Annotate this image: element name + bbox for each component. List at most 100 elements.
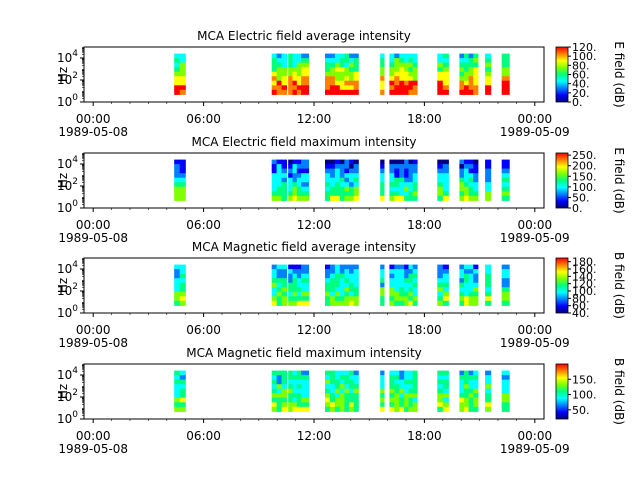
spectrogram-cell [459, 177, 465, 183]
spectrogram-cell [468, 182, 474, 188]
spectrogram-cell [334, 388, 341, 394]
spectrogram-cell [464, 406, 470, 412]
spectrogram-cell [399, 296, 405, 302]
colorbar: 50. 100. 150. B field (dB) [555, 358, 626, 425]
spectrogram-cell [485, 177, 492, 183]
spectrogram-cell [399, 264, 405, 270]
y-tick-label: 100 [57, 410, 78, 426]
spectrogram-cell [501, 195, 510, 201]
spectrogram-cell [442, 264, 449, 270]
spectrogram-cell [468, 173, 474, 179]
spectrogram-cell [464, 186, 470, 192]
spectrogram-cell [485, 186, 492, 192]
spectrogram-cell [389, 164, 395, 170]
spectrogram-cell [344, 406, 350, 412]
spectrogram-cell [437, 384, 444, 390]
spectrogram-cell [442, 370, 449, 376]
colorbar-label: E field (dB) [612, 41, 626, 107]
colorbar-gradient [555, 257, 569, 314]
colorbar: 0.50.100.150.200.250. E field (dB) [555, 147, 626, 215]
spectrogram-cell [334, 393, 341, 399]
spectrogram-cell [334, 370, 341, 376]
spectrogram-cell [344, 159, 350, 165]
spectrogram-cell [437, 397, 444, 403]
spectrogram-cell [353, 89, 359, 95]
colorbar-tick-label: 150. [572, 373, 597, 386]
spectrogram-cell [179, 67, 186, 73]
spectrogram-cell [288, 287, 294, 293]
spectrogram-cell [349, 71, 355, 77]
panel-2: MCA Electric field maximum intensity1001… [56, 135, 626, 245]
x-tick-label: 12:00 [297, 112, 332, 126]
spectrogram-cell [301, 53, 310, 59]
y-tick-label: 102 [57, 388, 78, 404]
spectrogram-cell [408, 182, 414, 188]
spectrogram-cell [271, 71, 278, 77]
spectrogram-cell [296, 375, 302, 381]
spectrogram-cell [412, 269, 418, 275]
spectrogram-cell [473, 53, 479, 59]
colorbar-gradient [555, 363, 569, 420]
spectrogram-cell [353, 402, 359, 408]
spectrogram-cell [353, 278, 359, 284]
spectrogram-cell [288, 379, 294, 385]
spectrogram-cell [271, 370, 278, 376]
spectrogram-cell [271, 89, 278, 95]
spectrogram-cell [329, 159, 336, 165]
spectrogram-cell [271, 67, 278, 73]
spectrogram-cell [473, 76, 479, 82]
spectrogram-cell [344, 89, 350, 95]
x-tick-label: 06:00 [186, 429, 221, 443]
spectrogram-cell [353, 393, 359, 399]
spectrogram-cell [437, 80, 444, 86]
spectrogram-cell [468, 388, 474, 394]
spectrogram-cell [281, 177, 287, 183]
spectrogram-cell [281, 406, 287, 412]
spectrogram-cell [459, 80, 465, 86]
spectrogram-cell [271, 300, 278, 306]
spectrogram-cell [334, 291, 341, 297]
spectrogram-cell [271, 402, 278, 408]
spectrogram-cell [339, 379, 345, 385]
spectrogram-cell [334, 269, 341, 275]
spectrogram-cell [468, 195, 474, 201]
spectrogram [174, 264, 510, 306]
spectrogram-cell [301, 397, 310, 403]
spectrogram-cell [473, 375, 479, 381]
spectrogram-cell [288, 71, 294, 77]
spectrogram-cell [404, 80, 410, 86]
spectrogram-cell [271, 287, 278, 293]
spectrogram-cell [380, 53, 385, 59]
colorbar-tick-label: 120. [572, 41, 597, 54]
spectrogram-cell [404, 300, 410, 306]
spectrogram-cell [329, 273, 336, 279]
spectrogram-cell [473, 397, 479, 403]
spectrogram-cell [412, 406, 418, 412]
spectrogram-cell [404, 296, 410, 302]
y-tick-exponent: 2 [72, 177, 78, 187]
spectrogram-cell [174, 168, 181, 174]
spectrogram-cell [394, 80, 400, 86]
spectrogram-cell [292, 89, 298, 95]
spectrogram-cell [179, 85, 186, 91]
spectrogram-cell [301, 173, 310, 179]
spectrogram-cell [501, 393, 510, 399]
colorbar-label: B field (dB) [612, 252, 626, 319]
spectrogram-cell [349, 89, 355, 95]
spectrogram-cell [301, 58, 310, 64]
x-tick-label: 00:00 [76, 112, 111, 126]
spectrogram-cell [394, 177, 400, 183]
spectrogram-cell [473, 388, 479, 394]
colorbar-tick-label: 150. [572, 170, 597, 183]
spectrogram-cell [501, 273, 510, 279]
spectrogram-cell [292, 296, 298, 302]
spectrogram-cell [394, 67, 400, 73]
spectrogram-cell [408, 80, 414, 86]
spectrogram-cell [399, 62, 405, 68]
spectrogram-cell [437, 269, 444, 275]
spectrogram-cell [412, 67, 418, 73]
spectrogram-cell [464, 173, 470, 179]
spectrogram-cell [380, 273, 385, 279]
spectrogram-cell [501, 164, 510, 170]
